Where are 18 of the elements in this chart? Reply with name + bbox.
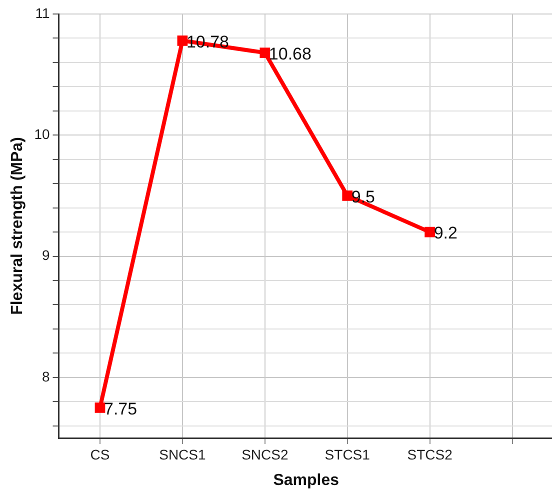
point xyxy=(424,226,435,238)
y-tick-label: 8 xyxy=(42,368,50,384)
x-tick-label: SNCS2 xyxy=(242,446,288,462)
y-tick-label: 11 xyxy=(35,4,50,21)
data-label: 9.2 xyxy=(434,224,458,243)
y-tick-label: 10 xyxy=(34,126,50,142)
x-tick-label: STCS1 xyxy=(324,446,370,462)
y-axis-title: Flexural strength (MPa) xyxy=(9,137,26,315)
point xyxy=(94,402,106,413)
y-tick-label: 9 xyxy=(42,247,50,264)
x-axis-title: Samples xyxy=(273,472,340,489)
x-tick-label: STCS2 xyxy=(407,446,453,462)
point xyxy=(177,35,188,46)
x-tick-label: SNCS1 xyxy=(159,446,206,462)
data-label: 10.68 xyxy=(268,44,312,64)
point xyxy=(260,48,270,58)
point xyxy=(342,190,353,201)
x-tick-label: CS xyxy=(90,446,110,462)
